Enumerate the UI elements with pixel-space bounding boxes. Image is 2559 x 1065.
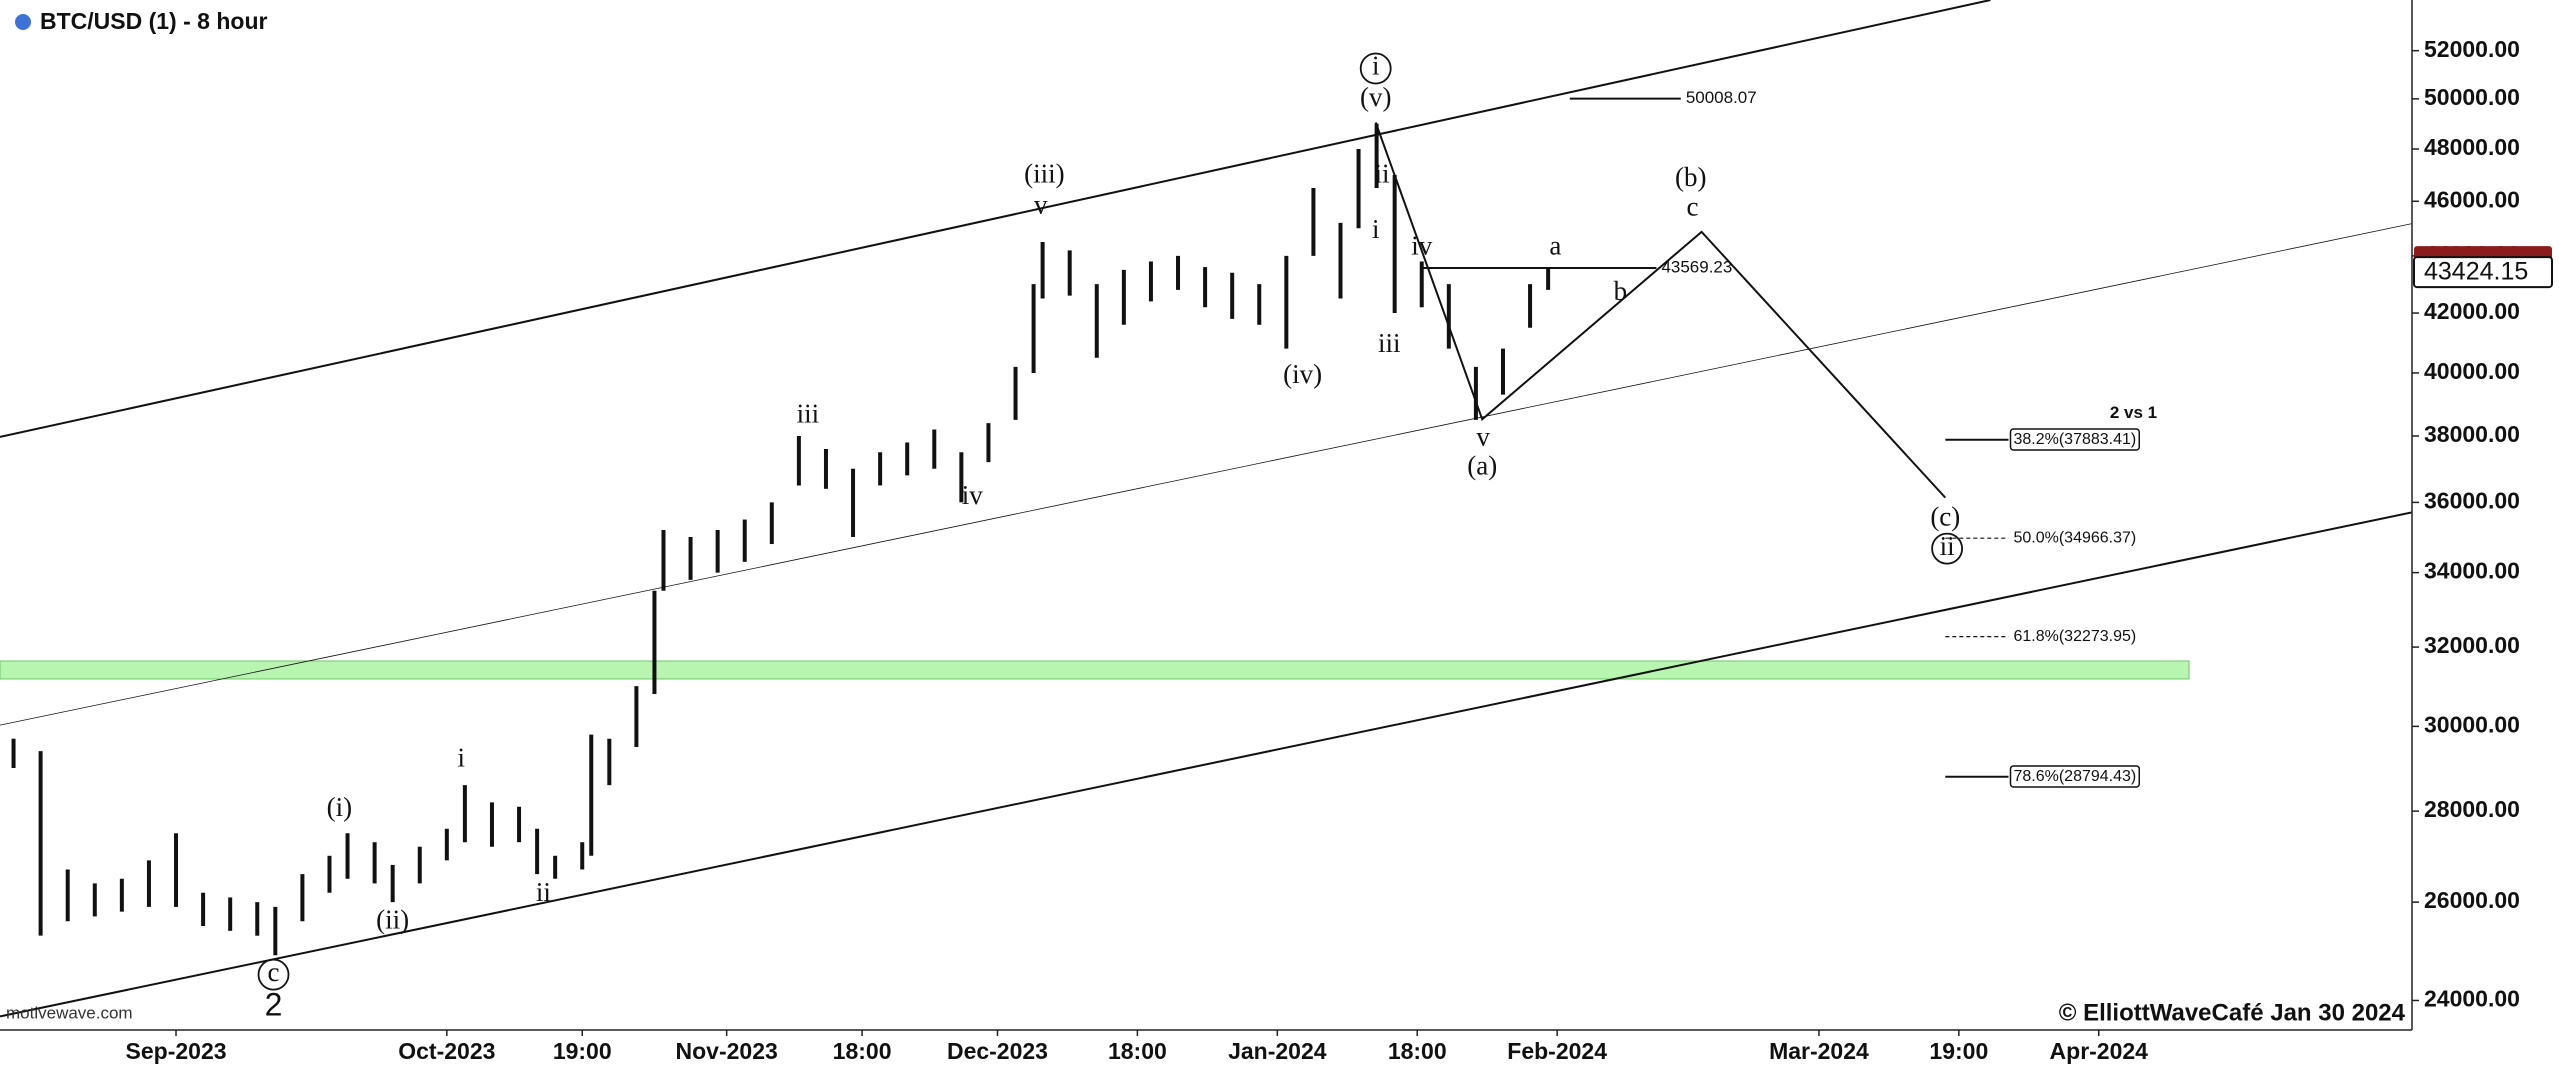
trend-line [0, 223, 2412, 726]
x-tick-label: 18:00 [833, 1038, 892, 1064]
y-tick-label: 36000.00 [2424, 487, 2520, 513]
wave-label: i [458, 743, 466, 773]
wave-label: v [1476, 421, 1490, 451]
plot-area: 43569.23 50008.07 2 vs 1 38.2%(37883.41) 50.… [0, 0, 2412, 1023]
last-price-box [2413, 256, 2553, 289]
wave-circle [257, 958, 290, 991]
wave-label: (v) [1360, 82, 1391, 112]
wave-label: iii [1378, 328, 1401, 358]
x-tick-label: Mar-2024 [1769, 1038, 1869, 1064]
x-tick-label: Jan-2024 [1228, 1038, 1327, 1064]
wave-label: (c) [1930, 501, 1960, 531]
level-label: 43569.23 [1661, 257, 1732, 276]
x-tick-label: 18:00 [1108, 1038, 1167, 1064]
wave-label: ii [1375, 158, 1390, 188]
y-tick-label: 38000.00 [2424, 421, 2520, 447]
y-tick-label: 50000.00 [2424, 84, 2520, 110]
x-tick-label: Dec-2023 [947, 1038, 1048, 1064]
axes: 24000.00 26000.00 28000.00 30000.00 32000.00… [126, 36, 2553, 1064]
wave-label: (i) [327, 792, 352, 822]
wave-circle [1931, 532, 1964, 565]
fib-title: 2 vs 1 [2110, 403, 2157, 422]
y-tick-label: 26000.00 [2424, 887, 2520, 913]
x-tick-label: 19:00 [1929, 1038, 1988, 1064]
support-zone [0, 660, 2190, 680]
x-tick-label: Nov-2023 [676, 1038, 778, 1064]
wave-label: 2 [265, 987, 283, 1023]
y-tick-label: 32000.00 [2424, 632, 2520, 658]
x-tick-label: 19:00 [553, 1038, 612, 1064]
y-tick-label: 46000.00 [2424, 186, 2520, 212]
wave-label: b [1614, 276, 1628, 306]
fib-box [2009, 765, 2141, 788]
wave-label: (iii) [1024, 158, 1065, 188]
wave-label: c [1687, 191, 1699, 221]
fib-box [2009, 428, 2141, 451]
wave-label: iv [1411, 230, 1433, 260]
wave-label: (a) [1467, 451, 1497, 481]
trend-line [0, 511, 2412, 1018]
wave-label: ii [536, 877, 551, 907]
y-tick-label: 48000.00 [2424, 134, 2520, 160]
fib-label: 61.8%(32273.95) [2013, 628, 2136, 645]
wave-label: ii [1940, 531, 1955, 561]
level-label: 50008.07 [1686, 88, 1757, 107]
fib-label: 38.2%(37883.41) [2013, 431, 2136, 448]
x-tick-label: Sep-2023 [126, 1038, 227, 1064]
source-label: motivewave.com [6, 1003, 133, 1022]
credit-label: © ElliottWaveCafé Jan 30 2024 [2059, 999, 2406, 1026]
wave-label: v [1034, 189, 1048, 219]
y-tick-label: 52000.00 [2424, 36, 2520, 62]
y-tick-label: 28000.00 [2424, 796, 2520, 822]
last-price-label: 43424.15 [2424, 258, 2528, 286]
x-tick-label: 18:00 [1388, 1038, 1447, 1064]
wave-circle [1359, 52, 1392, 85]
x-tick-label: Apr-2024 [2050, 1038, 2149, 1064]
x-tick-label: Feb-2024 [1507, 1038, 1607, 1064]
y-tick-label: 30000.00 [2424, 711, 2520, 737]
x-tick-label: Oct-2023 [398, 1038, 495, 1064]
wave-label: i [1372, 51, 1380, 81]
wave-label: (b) [1675, 162, 1706, 192]
chart-title: BTC/USD (1) - 8 hour [40, 8, 267, 34]
fib-label: 78.6%(28794.43) [2013, 768, 2136, 785]
wave-path [1374, 122, 1947, 499]
y-tick-label: 24000.00 [2424, 986, 2520, 1012]
wave-label: (ii) [376, 904, 409, 934]
fib-label: 50.0%(34966.37) [2013, 529, 2136, 546]
y-tick-label: 40000.00 [2424, 358, 2520, 384]
wave-label: iii [797, 398, 820, 428]
wave-label: iv [962, 480, 984, 510]
trend-line [0, 0, 1991, 438]
y-tick-label: 34000.00 [2424, 558, 2520, 584]
wave-label: i [1372, 214, 1380, 244]
y-tick-label: 42000.00 [2424, 298, 2520, 324]
wave-label: (iv) [1283, 359, 1322, 389]
wave-label: a [1549, 230, 1561, 260]
symbol-dot [15, 14, 31, 30]
wave-label: c [268, 957, 280, 987]
